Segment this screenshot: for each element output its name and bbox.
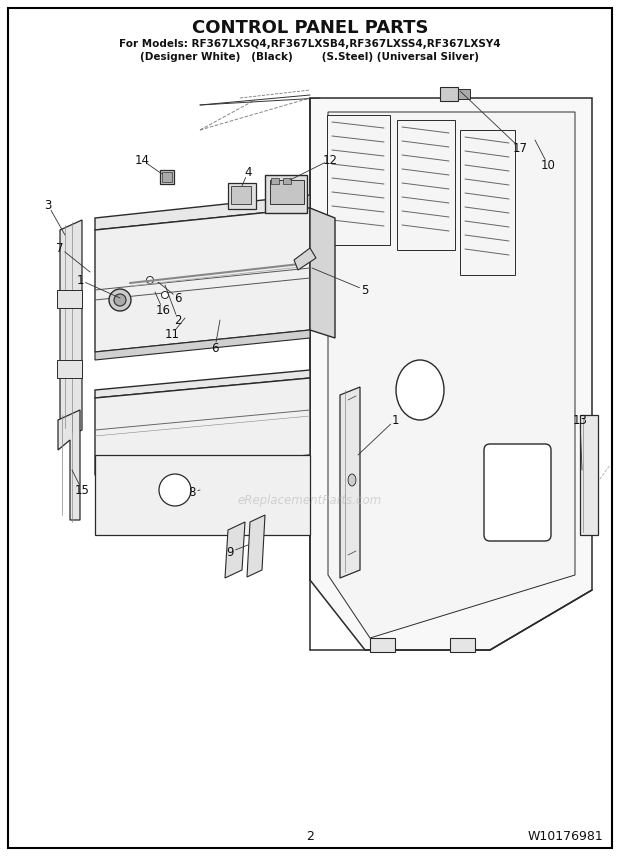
Text: W10176981: W10176981 (527, 829, 603, 842)
Text: 5: 5 (361, 283, 369, 296)
Polygon shape (310, 208, 335, 338)
Bar (440, 87, 458, 101)
Text: 16: 16 (156, 304, 171, 317)
Bar (580, 415, 598, 535)
Text: 10: 10 (541, 158, 556, 171)
FancyBboxPatch shape (484, 444, 551, 541)
Text: 4: 4 (244, 165, 252, 179)
Text: 8: 8 (188, 485, 196, 498)
Text: 12: 12 (322, 153, 337, 167)
Text: 1: 1 (391, 413, 399, 426)
Text: 2: 2 (306, 829, 314, 842)
Ellipse shape (159, 474, 191, 506)
Text: 7: 7 (56, 241, 64, 254)
Bar (450, 638, 475, 652)
Ellipse shape (114, 294, 126, 306)
Bar (160, 170, 174, 184)
Text: CONTROL PANEL PARTS: CONTROL PANEL PARTS (192, 19, 428, 37)
Polygon shape (95, 330, 310, 360)
Text: 2: 2 (174, 313, 182, 326)
Text: 3: 3 (44, 199, 51, 211)
Polygon shape (340, 387, 360, 578)
Ellipse shape (109, 289, 131, 311)
Text: 9: 9 (226, 545, 234, 558)
Bar (57, 360, 82, 378)
Bar (57, 290, 82, 308)
Bar (231, 186, 251, 204)
Text: 17: 17 (513, 141, 528, 154)
Polygon shape (95, 378, 310, 475)
Ellipse shape (146, 276, 154, 283)
Bar (370, 638, 395, 652)
Bar (270, 180, 304, 204)
Polygon shape (95, 208, 310, 352)
Polygon shape (247, 515, 265, 577)
Bar (162, 172, 172, 182)
Polygon shape (225, 522, 245, 578)
Polygon shape (294, 248, 316, 270)
Ellipse shape (396, 360, 444, 420)
Bar (265, 175, 307, 213)
Text: 1: 1 (76, 274, 84, 287)
Text: 11: 11 (164, 328, 180, 341)
Text: 13: 13 (572, 413, 587, 426)
Bar (397, 120, 455, 250)
Ellipse shape (348, 474, 356, 486)
Polygon shape (95, 195, 310, 230)
Bar (458, 89, 470, 99)
Polygon shape (95, 370, 310, 398)
Bar (228, 183, 256, 209)
Text: For Models: RF367LXSQ4,RF367LXSB4,RF367LXSS4,RF367LXSY4: For Models: RF367LXSQ4,RF367LXSB4,RF367L… (119, 39, 501, 49)
Polygon shape (58, 410, 80, 520)
Polygon shape (60, 220, 82, 440)
Ellipse shape (161, 292, 169, 299)
Text: 15: 15 (74, 484, 89, 496)
Text: 14: 14 (135, 153, 149, 167)
Bar (95, 455, 310, 535)
Text: eReplacementParts.com: eReplacementParts.com (238, 494, 382, 507)
Polygon shape (310, 98, 592, 650)
Bar (327, 115, 390, 245)
Text: 6: 6 (211, 342, 219, 354)
Bar (271, 178, 279, 184)
Bar (283, 178, 291, 184)
Polygon shape (328, 112, 575, 638)
Text: 6: 6 (174, 292, 182, 305)
Bar (460, 130, 515, 275)
Text: (Designer White)   (Black)        (S.Steel) (Universal Silver): (Designer White) (Black) (S.Steel) (Univ… (141, 52, 479, 62)
